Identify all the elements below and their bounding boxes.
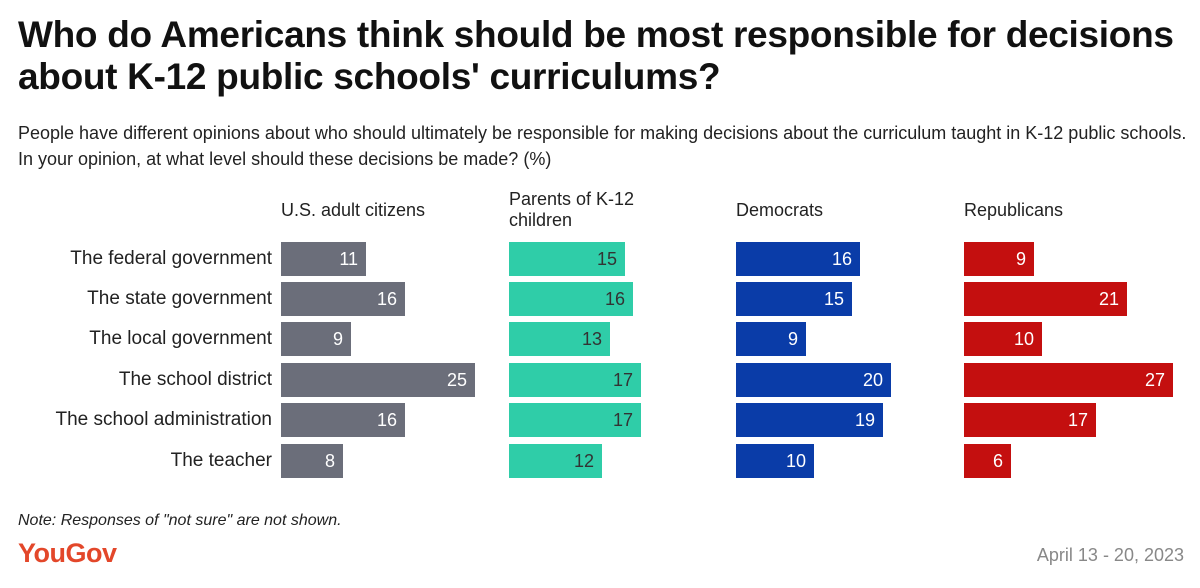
- value-label-u-s-adult-citizens-the-school-district: 25: [446, 370, 467, 390]
- chart-subtitle: People have different opinions about who…: [18, 123, 1187, 169]
- value-label-democrats-the-federal-government: 16: [831, 249, 852, 269]
- category-label-the-school-district: The school district: [118, 369, 272, 390]
- bar-republicans-the-local-government: [964, 322, 1042, 356]
- bar-republicans-the-federal-government: [964, 242, 1034, 276]
- category-label-the-federal-government: The federal government: [70, 248, 272, 269]
- value-label-republicans-the-local-government: 10: [1013, 329, 1034, 349]
- bar-republicans-the-teacher: [964, 444, 1011, 478]
- bar-u-s-adult-citizens-the-school-administration: [281, 403, 405, 437]
- value-label-democrats-the-school-administration: 19: [854, 410, 875, 430]
- value-label-u-s-adult-citizens-the-teacher: 8: [324, 451, 335, 471]
- value-label-u-s-adult-citizens-the-local-government: 9: [332, 329, 343, 349]
- bar-parents-of-k-12-children-the-school-district: [509, 363, 641, 397]
- bar-democrats-the-federal-government: [736, 242, 860, 276]
- bar-democrats-the-teacher: [736, 444, 814, 478]
- bar-u-s-adult-citizens-the-local-government: [281, 322, 351, 356]
- category-label-the-school-administration: The school administration: [55, 409, 273, 430]
- category-label-the-teacher: The teacher: [170, 450, 272, 471]
- bar-democrats-the-local-government: [736, 322, 806, 356]
- value-label-parents-of-k-12-children-the-school-administration: 17: [612, 410, 633, 430]
- bar-parents-of-k-12-children-the-state-government: [509, 282, 633, 316]
- value-label-republicans-the-state-government: 21: [1098, 289, 1119, 309]
- value-label-parents-of-k-12-children-the-federal-government: 15: [596, 249, 617, 269]
- value-label-democrats-the-teacher: 10: [785, 451, 806, 471]
- bar-parents-of-k-12-children-the-school-administration: [509, 403, 641, 437]
- footnote: Note: Responses of "not sure" are not sh…: [18, 512, 342, 529]
- bar-republicans-the-school-administration: [964, 403, 1096, 437]
- bar-parents-of-k-12-children-the-teacher: [509, 444, 602, 478]
- panel-title-u-s-adult-citizens: U.S. adult citizens: [281, 200, 426, 220]
- value-label-republicans-the-teacher: 6: [992, 451, 1003, 471]
- yougov-logo: YouGov: [18, 538, 117, 568]
- bar-u-s-adult-citizens-the-teacher: [281, 444, 343, 478]
- value-label-u-s-adult-citizens-the-school-administration: 16: [376, 410, 397, 430]
- value-label-republicans-the-federal-government: 9: [1015, 249, 1026, 269]
- value-label-democrats-the-school-district: 20: [862, 370, 883, 390]
- bar-democrats-the-school-administration: [736, 403, 883, 437]
- panel-title-republicans: Republicans: [964, 200, 1064, 220]
- category-label-the-state-government: The state government: [87, 288, 272, 309]
- bar-democrats-the-state-government: [736, 282, 852, 316]
- value-label-republicans-the-school-district: 27: [1144, 370, 1165, 390]
- bar-democrats-the-school-district: [736, 363, 891, 397]
- value-label-u-s-adult-citizens-the-federal-government: 11: [339, 249, 358, 269]
- bar-u-s-adult-citizens-the-state-government: [281, 282, 405, 316]
- category-label-the-local-government: The local government: [89, 328, 272, 349]
- value-label-parents-of-k-12-children-the-local-government: 13: [581, 329, 602, 349]
- chart-title: Who do Americans think should be most re…: [18, 14, 1174, 97]
- bar-u-s-adult-citizens-the-school-district: [281, 363, 475, 397]
- value-label-u-s-adult-citizens-the-state-government: 16: [376, 289, 397, 309]
- survey-date: April 13 - 20, 2023: [1036, 545, 1184, 565]
- panel-title-democrats: Democrats: [736, 200, 824, 220]
- value-label-parents-of-k-12-children-the-state-government: 16: [604, 289, 625, 309]
- value-label-republicans-the-school-administration: 17: [1067, 410, 1088, 430]
- value-label-parents-of-k-12-children-the-school-district: 17: [612, 370, 633, 390]
- panel-title-parents-of-k-12-children: Parents of K-12 children: [509, 189, 635, 230]
- value-label-democrats-the-state-government: 15: [823, 289, 844, 309]
- bar-u-s-adult-citizens-the-federal-government: [281, 242, 366, 276]
- bar-republicans-the-school-district: [964, 363, 1173, 397]
- value-label-parents-of-k-12-children-the-teacher: 12: [573, 451, 594, 471]
- value-label-democrats-the-local-government: 9: [787, 329, 798, 349]
- bar-parents-of-k-12-children-the-local-government: [509, 322, 610, 356]
- bar-parents-of-k-12-children-the-federal-government: [509, 242, 625, 276]
- bar-republicans-the-state-government: [964, 282, 1127, 316]
